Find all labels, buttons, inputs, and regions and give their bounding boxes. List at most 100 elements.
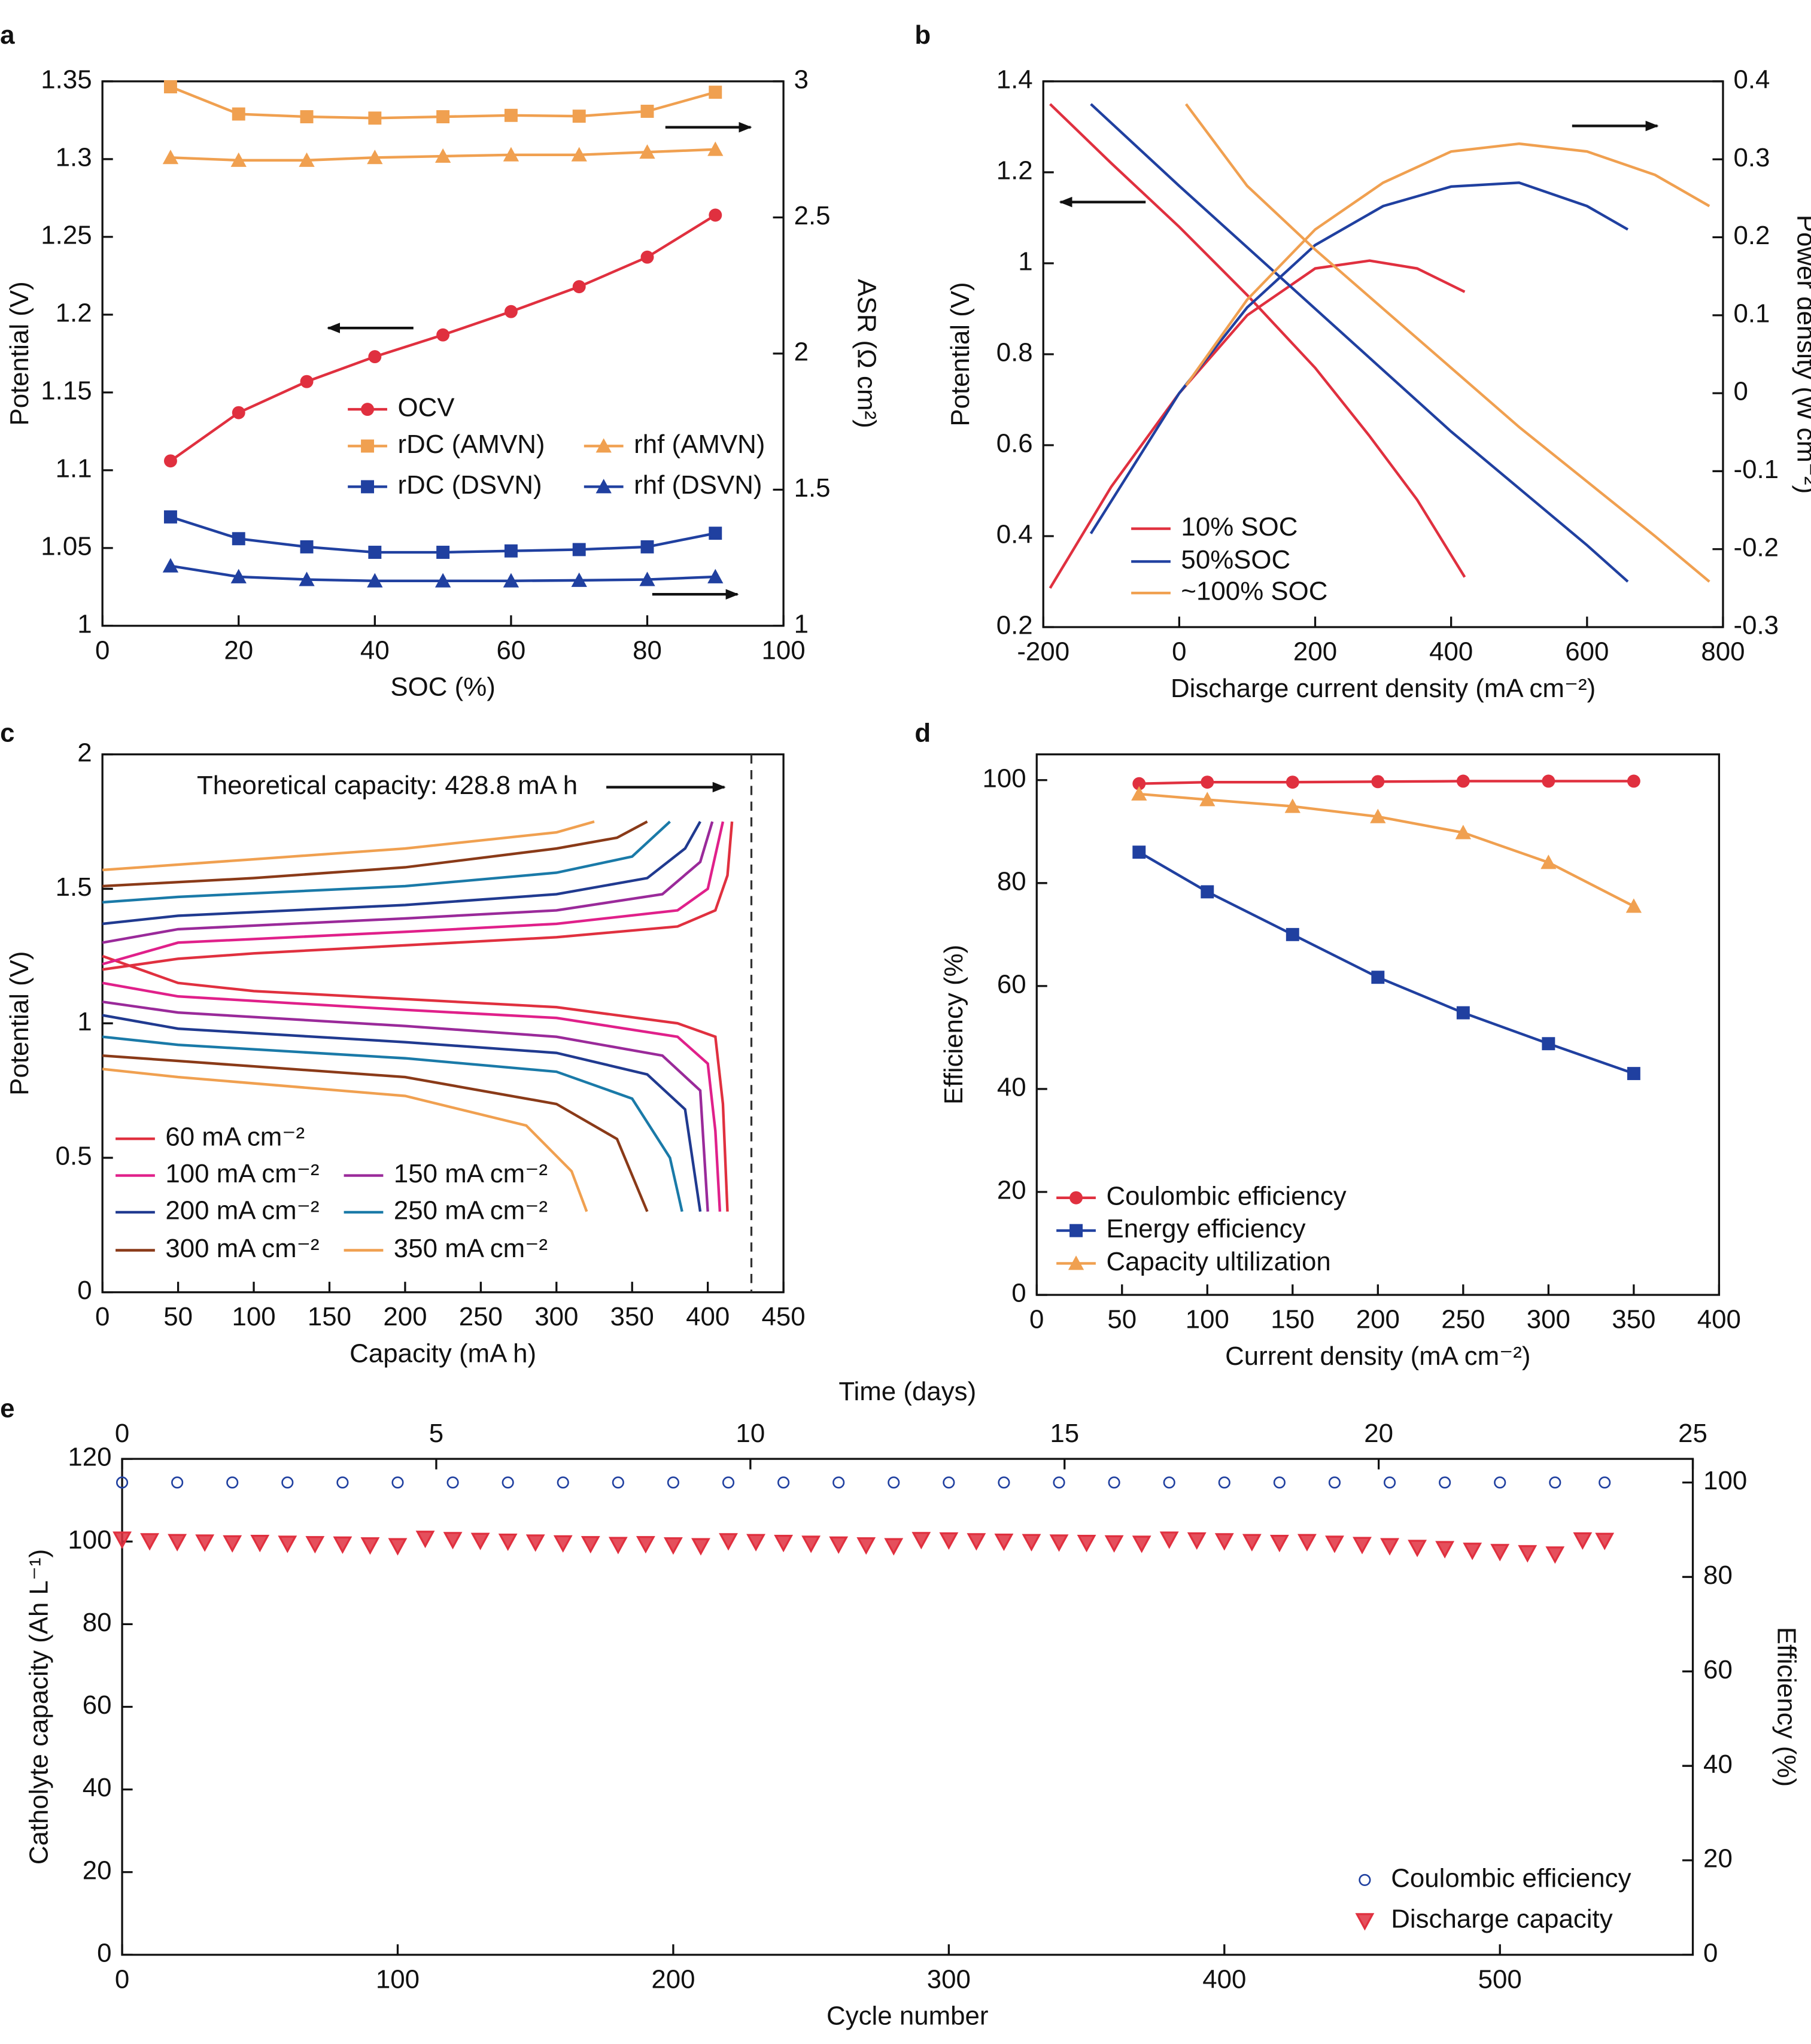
y2-axis-label: ASR (Ω cm²) bbox=[852, 279, 881, 428]
y-tick-label: 0.2 bbox=[996, 611, 1033, 640]
marker bbox=[305, 1536, 325, 1554]
marker bbox=[300, 540, 314, 553]
x-tick-label: 450 bbox=[762, 1302, 806, 1331]
legend-label: Energy efficiency bbox=[1106, 1214, 1305, 1243]
legend-label: Coulombic efficiency bbox=[1391, 1864, 1631, 1893]
charge-curve bbox=[102, 821, 725, 966]
discharge-curve bbox=[102, 954, 729, 1212]
marker bbox=[226, 1476, 239, 1489]
marker bbox=[140, 1533, 160, 1551]
annotation: Theoretical capacity: 428.8 mA h bbox=[197, 771, 578, 800]
marker bbox=[388, 1538, 408, 1556]
marker bbox=[278, 1535, 297, 1553]
marker bbox=[434, 573, 451, 588]
marker bbox=[1456, 1006, 1470, 1020]
y-tick-label: 1 bbox=[1018, 247, 1032, 276]
x-tick-label: 100 bbox=[1186, 1304, 1229, 1334]
marker bbox=[709, 208, 722, 222]
marker bbox=[1286, 775, 1299, 789]
x-tick-label: 100 bbox=[762, 635, 806, 665]
marker bbox=[1380, 1538, 1399, 1556]
legend-label: rDC (DSVN) bbox=[397, 470, 542, 500]
marker bbox=[639, 571, 655, 586]
legend-marker bbox=[361, 480, 375, 494]
marker bbox=[943, 1476, 955, 1489]
marker bbox=[1371, 775, 1385, 789]
marker bbox=[163, 454, 177, 468]
marker bbox=[232, 107, 245, 121]
marker bbox=[504, 544, 518, 558]
marker bbox=[722, 1476, 735, 1489]
y-tick-label: 0 bbox=[1011, 1279, 1026, 1308]
y-tick-label: 1 bbox=[77, 1007, 92, 1036]
marker bbox=[113, 1531, 132, 1549]
marker bbox=[998, 1476, 1010, 1489]
x-tick-label: 0 bbox=[115, 1964, 129, 1994]
marker bbox=[230, 568, 247, 583]
y2-tick-label: 1 bbox=[794, 609, 809, 638]
marker bbox=[888, 1476, 900, 1489]
x-tick-label: 0 bbox=[1172, 637, 1186, 666]
marker bbox=[884, 1538, 904, 1556]
y2-tick-label: 100 bbox=[1703, 1466, 1747, 1495]
x-tick-label: 200 bbox=[1293, 637, 1337, 666]
legend-label: rhf (AMVN) bbox=[634, 430, 765, 459]
legend-label: 50%SOC bbox=[1181, 545, 1290, 574]
marker bbox=[163, 80, 177, 94]
marker bbox=[1494, 1476, 1506, 1489]
x-tick-label: 20 bbox=[224, 635, 253, 665]
marker bbox=[116, 1476, 129, 1489]
marker bbox=[1163, 1476, 1175, 1489]
marker bbox=[777, 1476, 790, 1489]
legend-label: rhf (DSVN) bbox=[634, 470, 762, 500]
marker bbox=[1542, 774, 1555, 788]
x-tick-label: 150 bbox=[1271, 1304, 1314, 1334]
series-line bbox=[1049, 103, 1466, 578]
y-tick-label: 60 bbox=[83, 1690, 112, 1720]
y2-tick-label: 40 bbox=[1703, 1750, 1733, 1779]
marker bbox=[299, 571, 315, 586]
marker bbox=[636, 1536, 655, 1554]
marker bbox=[557, 1476, 569, 1489]
marker bbox=[195, 1534, 215, 1552]
marker bbox=[1022, 1534, 1041, 1552]
marker bbox=[415, 1531, 435, 1549]
marker bbox=[1108, 1476, 1120, 1489]
x-axis-label: SOC (%) bbox=[390, 673, 495, 702]
charge-curve bbox=[102, 821, 714, 944]
y-tick-label: 40 bbox=[997, 1073, 1026, 1102]
y2-tick-label: 2.5 bbox=[794, 201, 831, 230]
y-tick-label: 1.5 bbox=[56, 872, 92, 902]
marker bbox=[719, 1533, 738, 1551]
legend-marker bbox=[361, 439, 375, 453]
legend-label: 60 mA cm⁻² bbox=[165, 1123, 305, 1152]
y-tick-label: 0.8 bbox=[996, 338, 1033, 367]
y2-tick-label: 0.1 bbox=[1734, 299, 1770, 328]
marker bbox=[1627, 774, 1640, 788]
marker bbox=[640, 105, 654, 118]
power-curve bbox=[1049, 259, 1466, 589]
panel-label: a bbox=[0, 20, 15, 50]
marker bbox=[368, 350, 382, 364]
x-tick-label: 350 bbox=[610, 1302, 654, 1331]
legend-label: 100 mA cm⁻² bbox=[165, 1159, 319, 1188]
discharge-curve bbox=[102, 1054, 649, 1212]
marker bbox=[572, 280, 586, 294]
marker bbox=[171, 1476, 184, 1489]
y-tick-label: 120 bbox=[68, 1443, 111, 1472]
marker bbox=[470, 1532, 490, 1550]
y-tick-label: 1.35 bbox=[41, 65, 92, 95]
marker bbox=[1132, 777, 1146, 790]
charge-curve bbox=[102, 820, 671, 904]
legend-marker bbox=[1069, 1191, 1083, 1204]
marker bbox=[1132, 1535, 1151, 1553]
marker bbox=[168, 1534, 187, 1552]
y-tick-label: 0 bbox=[77, 1276, 92, 1305]
marker bbox=[553, 1535, 573, 1553]
marker bbox=[1408, 1540, 1427, 1558]
x-tick-label: 400 bbox=[1697, 1304, 1741, 1334]
marker bbox=[1104, 1535, 1124, 1553]
legend-label: 250 mA cm⁻² bbox=[394, 1196, 548, 1225]
series-line bbox=[1090, 103, 1629, 583]
marker bbox=[1328, 1476, 1341, 1489]
